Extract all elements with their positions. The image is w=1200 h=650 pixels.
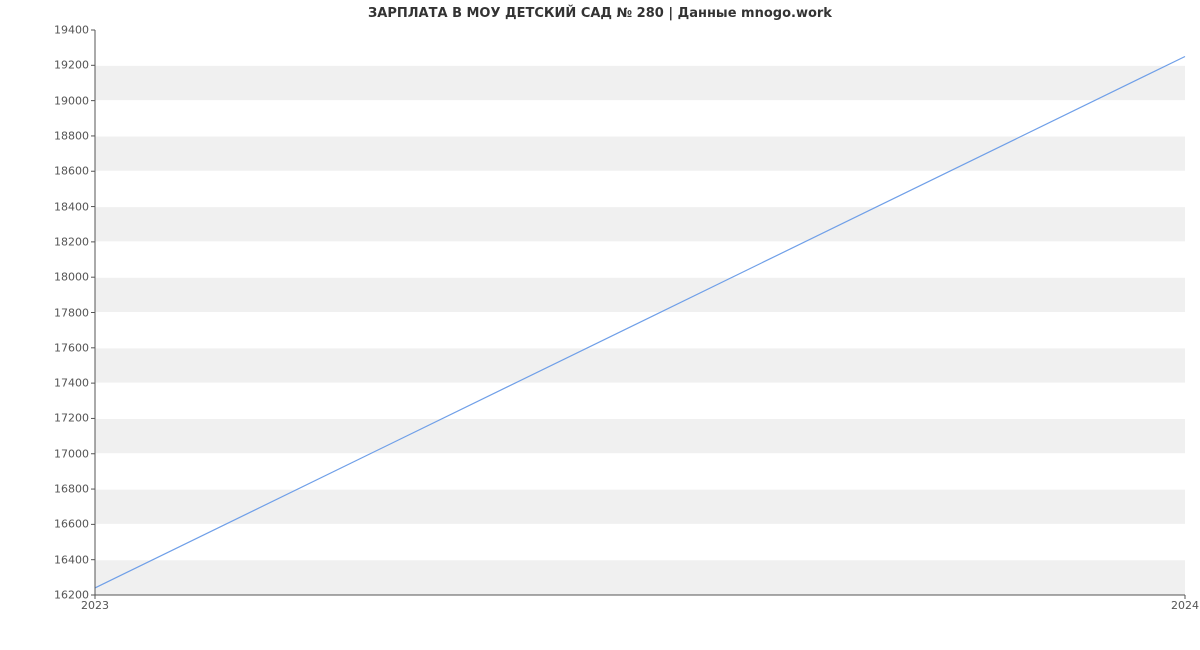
y-tick-label: 17200 — [54, 412, 95, 425]
chart-title: ЗАРПЛАТА В МОУ ДЕТСКИЙ САД № 280 | Данны… — [0, 6, 1200, 21]
x-tick-label: 2023 — [81, 595, 109, 612]
y-tick-label: 18000 — [54, 271, 95, 284]
y-tick-label: 17600 — [54, 341, 95, 354]
plot-svg — [95, 30, 1185, 595]
y-tick-label: 18200 — [54, 235, 95, 248]
y-tick-label: 16800 — [54, 483, 95, 496]
y-tick-label: 17400 — [54, 377, 95, 390]
y-tick-label: 16400 — [54, 553, 95, 566]
y-tick-label: 16600 — [54, 518, 95, 531]
y-tick-label: 19000 — [54, 94, 95, 107]
y-tick-label: 19200 — [54, 59, 95, 72]
salary-line-chart: ЗАРПЛАТА В МОУ ДЕТСКИЙ САД № 280 | Данны… — [0, 0, 1200, 650]
y-tick-label: 17000 — [54, 447, 95, 460]
y-tick-label: 19400 — [54, 24, 95, 37]
y-tick-label: 18800 — [54, 129, 95, 142]
y-tick-label: 17800 — [54, 306, 95, 319]
plot-area: 1620016400166001680017000172001740017600… — [95, 30, 1185, 595]
x-tick-label: 2024 — [1171, 595, 1199, 612]
y-tick-label: 18600 — [54, 165, 95, 178]
y-tick-label: 18400 — [54, 200, 95, 213]
